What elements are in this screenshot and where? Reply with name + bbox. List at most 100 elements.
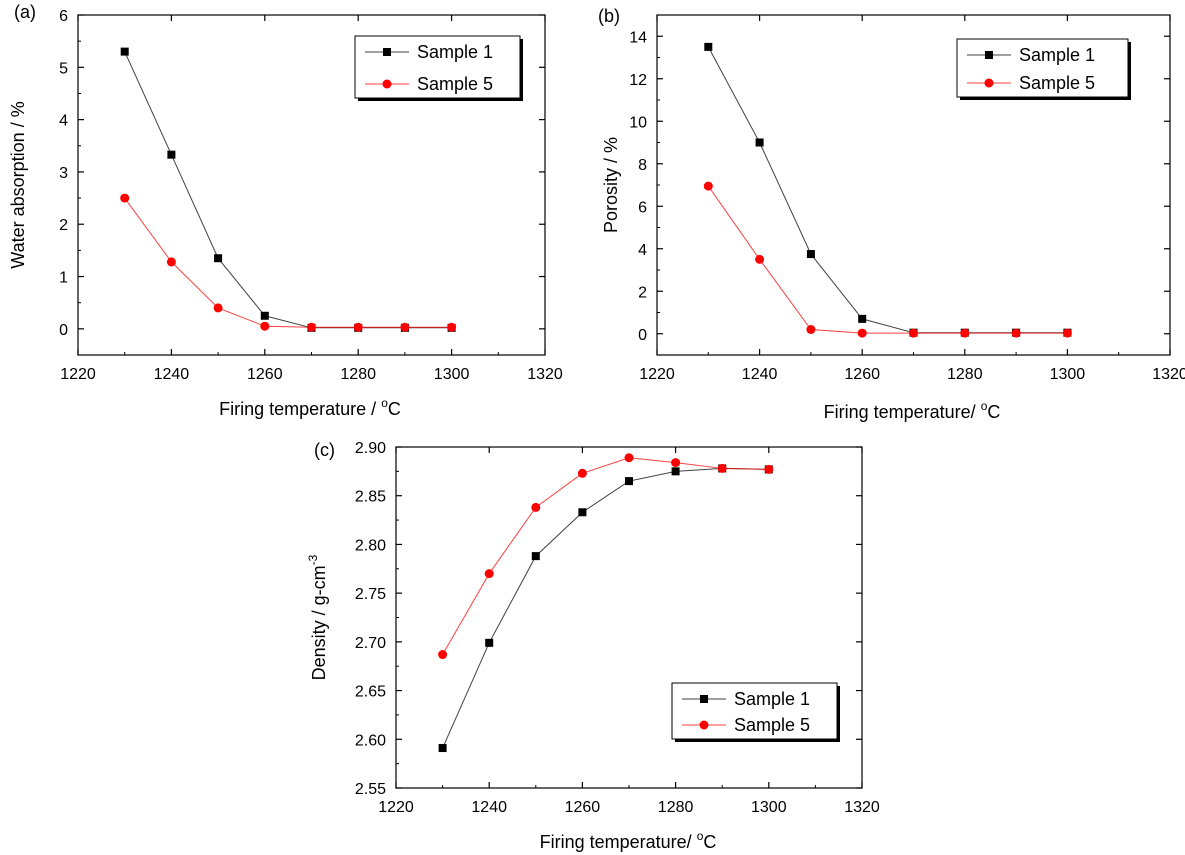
x-tick-label: 1320 (1152, 366, 1185, 383)
x-axis-label-unit: C (987, 402, 1000, 422)
y-tick-label: 0 (59, 322, 68, 339)
y-axis-label: Density / g-cm-3 (306, 554, 329, 680)
legend-marker (382, 79, 392, 89)
y-axis-label-text: Density / g-cm (309, 565, 329, 680)
x-axis-label-degree: o (981, 399, 988, 413)
legend-box (354, 35, 521, 99)
y-axis-label-text: Porosity / % (601, 137, 621, 233)
data-point (438, 744, 447, 753)
y-tick-label: 2.60 (355, 732, 386, 749)
data-point (353, 322, 363, 332)
x-tick-label: 1280 (947, 366, 983, 383)
legend-box (671, 682, 838, 740)
panel-a: 1220 1240 1260 1280 1300 1320 0 1 2 3 4 5 6 (a) Firing… (8, 2, 563, 419)
data-point (447, 322, 457, 332)
data-point (166, 257, 176, 267)
legend-marker (383, 48, 391, 56)
x-tick-label: 1240 (742, 366, 778, 383)
y-tick-label: 2.70 (355, 635, 386, 652)
y-tick-label: 12 (629, 72, 647, 89)
y-tick-label: 5 (59, 60, 68, 77)
data-point (260, 311, 269, 320)
y-tick-label: 8 (638, 157, 647, 174)
data-point (717, 463, 727, 473)
x-axis-label: Firing temperature/ oC (540, 829, 717, 852)
y-tick-label: 2.85 (355, 489, 386, 506)
x-tick-label: 1300 (434, 366, 470, 383)
x-tick-label: 1280 (340, 366, 376, 383)
data-point (671, 458, 681, 468)
x-tick-label: 1320 (844, 799, 880, 816)
series-line-sample-5 (124, 197, 452, 328)
data-point (438, 650, 448, 660)
data-point (213, 303, 223, 313)
y-axis-label-text: Water absorption / % (8, 101, 28, 268)
series-line-sample-5 (707, 185, 1068, 334)
data-point (260, 321, 270, 331)
series-line-sample-5 (442, 457, 769, 655)
data-point (577, 468, 587, 478)
legend-marker (984, 78, 994, 88)
y-axis-label: Porosity / % (601, 137, 621, 233)
x-tick-label: 1280 (658, 799, 694, 816)
x-axis-label-degree: o (381, 396, 388, 410)
x-axis-label: Firing temperature/ oC (824, 399, 1001, 422)
data-point (531, 502, 541, 512)
x-axis-label-unit: C (388, 399, 401, 419)
x-tick-label: 1260 (565, 799, 601, 816)
x-tick-label: 1260 (844, 366, 880, 383)
y-tick-label: 6 (638, 199, 647, 216)
panel-label: (a) (14, 2, 36, 22)
data-point (167, 150, 176, 159)
x-tick-label: 1320 (527, 366, 563, 383)
legend-label: Sample 5 (417, 74, 493, 94)
y-tick-label: 2.65 (355, 684, 386, 701)
data-point (400, 322, 410, 332)
y-tick-label: 2.55 (355, 781, 386, 798)
legend-marker (700, 695, 708, 703)
y-tick-label: 4 (638, 242, 647, 259)
legend-label: Sample 1 (417, 42, 493, 62)
y-axis-label-sup: -3 (306, 554, 320, 565)
legend-label: Sample 5 (1019, 73, 1095, 93)
data-point (625, 477, 633, 486)
data-point (624, 453, 634, 463)
data-point (755, 138, 764, 147)
data-point (909, 328, 918, 338)
data-point (1062, 328, 1072, 338)
panel-label: (c) (314, 440, 335, 460)
legend-label: Sample 1 (734, 689, 810, 709)
y-tick-label: 2.75 (355, 586, 386, 603)
data-point (531, 552, 540, 561)
legend-box (956, 38, 1129, 98)
x-tick-label: 1240 (154, 366, 190, 383)
x-tick-label: 1220 (639, 366, 675, 383)
x-tick-label: 1220 (60, 366, 96, 383)
y-tick-label: 2 (638, 284, 647, 301)
x-tick-label: 1260 (247, 366, 283, 383)
data-point (806, 325, 816, 334)
panel-c: 1220 1240 1260 1280 1300 1320 2.55 2.60 2.65 2.70… (306, 440, 880, 852)
data-point (960, 328, 970, 338)
legend: Sample 1 Sample 5 (671, 682, 840, 742)
x-axis-label-text: Firing temperature/ (540, 832, 697, 852)
legend-marker (699, 720, 709, 730)
x-axis-label: Firing temperature / oC (219, 396, 401, 419)
y-tick-label: 14 (629, 29, 647, 46)
x-axis-label-text: Firing temperature / (219, 399, 381, 419)
legend-marker (985, 51, 993, 59)
x-tick-label: 1300 (1050, 366, 1086, 383)
data-point (214, 254, 223, 263)
legend-label: Sample 1 (1019, 45, 1095, 65)
panel-b: 1220 1240 1260 1280 1300 1320 0 2 4 6 8 10 12 14 (b) Fi… (598, 6, 1185, 422)
data-point (307, 322, 316, 332)
y-axis-label: Water absorption / % (8, 101, 28, 268)
data-point (485, 638, 494, 647)
y-tick-label: 10 (629, 114, 647, 131)
data-point (484, 569, 494, 579)
data-point (806, 250, 815, 259)
x-tick-label: 1240 (471, 799, 507, 816)
data-point (857, 328, 867, 338)
y-tick-label: 6 (59, 8, 68, 25)
